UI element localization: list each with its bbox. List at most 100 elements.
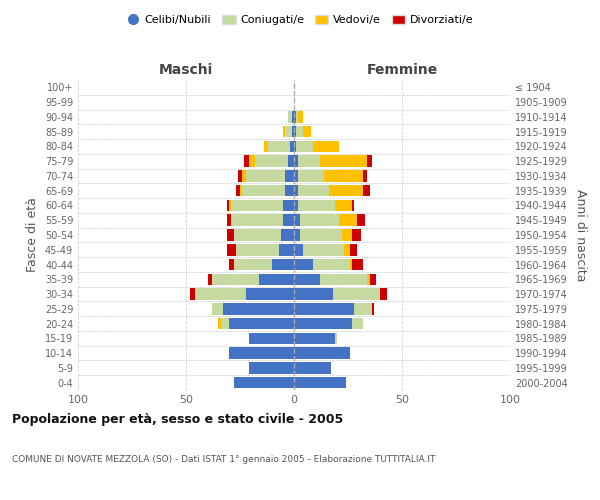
Bar [294, 377, 346, 388]
Bar [296, 111, 298, 122]
Bar [363, 170, 367, 181]
Bar [233, 229, 281, 241]
Bar [248, 362, 294, 374]
Bar [294, 318, 352, 330]
Bar [294, 156, 298, 167]
Bar [355, 303, 372, 314]
Bar [283, 126, 286, 138]
Bar [283, 200, 294, 211]
Bar [286, 170, 294, 181]
Bar [363, 185, 370, 196]
Bar [232, 200, 283, 211]
Bar [340, 214, 356, 226]
Bar [352, 229, 361, 241]
Bar [341, 229, 352, 241]
Bar [301, 214, 340, 226]
Bar [287, 156, 294, 167]
Bar [244, 156, 248, 167]
Bar [292, 111, 294, 122]
Bar [227, 244, 236, 256]
Bar [294, 332, 335, 344]
Text: Maschi: Maschi [159, 64, 213, 78]
Bar [227, 214, 232, 226]
Bar [372, 303, 374, 314]
Bar [212, 274, 259, 285]
Bar [294, 274, 320, 285]
Bar [208, 274, 212, 285]
Bar [298, 111, 302, 122]
Bar [279, 244, 294, 256]
Bar [294, 185, 298, 196]
Bar [229, 200, 232, 211]
Bar [301, 229, 341, 241]
Y-axis label: Anni di nascita: Anni di nascita [574, 188, 587, 281]
Bar [352, 318, 363, 330]
Bar [240, 185, 242, 196]
Bar [294, 362, 331, 374]
Bar [281, 229, 294, 241]
Bar [283, 214, 294, 226]
Bar [248, 332, 294, 344]
Bar [259, 274, 294, 285]
Bar [350, 259, 352, 270]
Bar [294, 140, 296, 152]
Bar [352, 259, 363, 270]
Bar [298, 185, 329, 196]
Bar [333, 288, 380, 300]
Bar [320, 156, 367, 167]
Bar [294, 229, 301, 241]
Bar [221, 318, 229, 330]
Text: Popolazione per età, sesso e stato civile - 2005: Popolazione per età, sesso e stato civil… [12, 412, 343, 426]
Bar [229, 259, 233, 270]
Bar [294, 259, 313, 270]
Bar [324, 170, 363, 181]
Bar [233, 259, 272, 270]
Bar [335, 332, 337, 344]
Bar [255, 156, 287, 167]
Bar [352, 200, 355, 211]
Bar [268, 140, 290, 152]
Bar [356, 214, 365, 226]
Text: Femmine: Femmine [367, 64, 437, 78]
Bar [294, 244, 302, 256]
Bar [344, 244, 350, 256]
Bar [236, 185, 240, 196]
Legend: Celibi/Nubili, Coniugati/e, Vedovi/e, Divorziati/e: Celibi/Nubili, Coniugati/e, Vedovi/e, Di… [122, 10, 478, 30]
Bar [294, 214, 301, 226]
Bar [313, 140, 340, 152]
Bar [232, 214, 283, 226]
Bar [286, 185, 294, 196]
Bar [212, 303, 223, 314]
Bar [294, 200, 298, 211]
Bar [329, 185, 363, 196]
Bar [294, 303, 355, 314]
Bar [227, 200, 229, 211]
Bar [296, 140, 313, 152]
Bar [298, 170, 324, 181]
Bar [335, 200, 352, 211]
Bar [320, 274, 367, 285]
Bar [218, 318, 221, 330]
Bar [242, 185, 286, 196]
Bar [248, 156, 255, 167]
Bar [370, 274, 376, 285]
Bar [298, 156, 320, 167]
Bar [367, 156, 372, 167]
Bar [229, 348, 294, 359]
Bar [294, 288, 333, 300]
Bar [227, 229, 233, 241]
Bar [290, 140, 294, 152]
Bar [313, 259, 350, 270]
Bar [190, 288, 194, 300]
Bar [194, 288, 247, 300]
Bar [367, 274, 370, 285]
Bar [294, 111, 296, 122]
Bar [294, 170, 298, 181]
Bar [236, 244, 279, 256]
Bar [238, 170, 242, 181]
Bar [380, 288, 387, 300]
Bar [233, 377, 294, 388]
Bar [294, 348, 350, 359]
Bar [247, 288, 294, 300]
Bar [286, 126, 292, 138]
